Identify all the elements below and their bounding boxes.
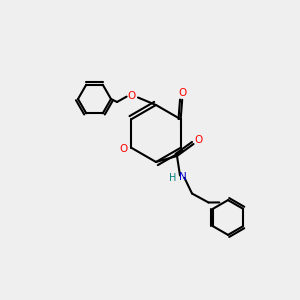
Text: O: O (178, 88, 186, 98)
Text: O: O (120, 144, 128, 154)
Text: H: H (169, 173, 176, 183)
Text: O: O (128, 91, 136, 101)
Text: N: N (178, 172, 186, 182)
Text: O: O (195, 135, 203, 146)
